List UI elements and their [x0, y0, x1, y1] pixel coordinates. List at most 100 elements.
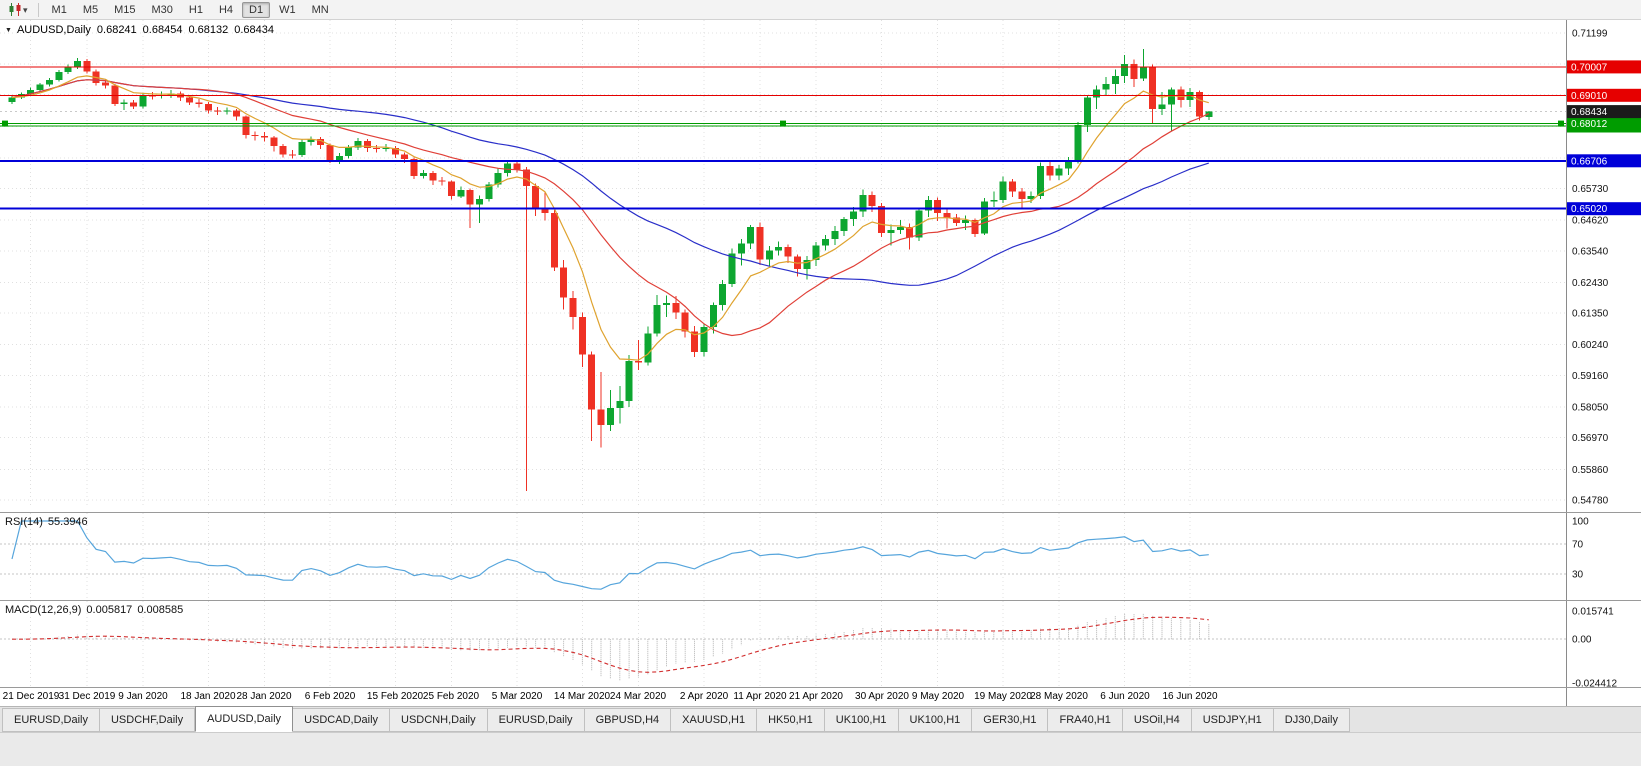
tab-gbpusd-h4[interactable]: GBPUSD,H4 — [584, 708, 672, 732]
svg-text:0.66706: 0.66706 — [1571, 156, 1608, 167]
chart-menu-arrow-icon[interactable]: ▼ — [5, 26, 12, 34]
tab-audusd-daily[interactable]: AUDUSD,Daily — [195, 706, 294, 732]
date-label: 24 Mar 2020 — [609, 691, 667, 702]
ma-line-slow — [11, 79, 1209, 286]
price-axis-label: 0.64620 — [1572, 216, 1609, 227]
date-label: 31 Dec 2019 — [58, 691, 116, 702]
price-axis-label: 0.60240 — [1572, 340, 1609, 351]
rsi-value: 55.3946 — [47, 516, 88, 528]
date-label: 21 Dec 2019 — [2, 691, 60, 702]
macd-canvas[interactable]: 0.015741 0.00 -0.024412 — [0, 601, 1641, 687]
price-axis-label: 0.61350 — [1572, 309, 1609, 320]
toolbar: ▾ M1 M5 M15 M30 H1 H4 D1 W1 MN — [0, 0, 1641, 20]
price-axis-label: 0.65730 — [1572, 184, 1609, 195]
macd-signal-value: 0.008585 — [137, 604, 184, 616]
date-label: 9 Jan 2020 — [118, 691, 168, 702]
tab-usdcad-daily[interactable]: USDCAD,Daily — [293, 708, 391, 732]
price-axis-label: 0.56970 — [1572, 433, 1609, 444]
timeframe-button-h4[interactable]: H4 — [218, 3, 234, 16]
price-badges: 0.700070.690100.679300.680120.667060.650… — [1567, 60, 1641, 216]
date-label: 6 Jun 2020 — [1100, 691, 1150, 702]
price-axis-label: 0.55860 — [1572, 465, 1609, 476]
ma-line-fast — [11, 75, 1209, 361]
main-chart-canvas[interactable]: 0.71199 0.65730 0.64620 0.63540 0.62430 0.613… — [0, 20, 1641, 512]
chart-tabs: EURUSD,Daily USDCHF,Daily AUDUSD,Daily USDC… — [0, 706, 1641, 732]
timeframe-button-w1[interactable]: W1 — [279, 3, 296, 16]
tab-fra40-h1[interactable]: FRA40,H1 — [1048, 708, 1123, 732]
main-chart-panel: 0.71199 0.65730 0.64620 0.63540 0.62430 0.613… — [0, 20, 1641, 512]
macd-signal-line — [12, 616, 1209, 673]
timeframe-button-m1[interactable]: M1 — [51, 3, 67, 16]
date-label: 25 Feb 2020 — [422, 691, 480, 702]
price-axis-label: 0.63540 — [1572, 246, 1609, 257]
tab-usdcnh-daily[interactable]: USDCNH,Daily — [390, 708, 488, 732]
price-axis-label: 0.62430 — [1572, 278, 1609, 289]
horizontal-line-objects[interactable] — [0, 66, 1566, 210]
rsi-axis-label: 100 — [1572, 517, 1589, 528]
date-label: 9 May 2020 — [911, 691, 965, 702]
price-axis-label: 0.71199 — [1572, 29, 1608, 40]
svg-text:0.68012: 0.68012 — [1571, 119, 1608, 130]
macd-axis-label: -0.024412 — [1572, 679, 1617, 688]
chevron-down-icon: ▾ — [23, 4, 28, 15]
timeframe-button-mn[interactable]: MN — [311, 3, 329, 16]
rsi-panel: 100 70 30 RSI(14) 55.3946 — [0, 512, 1641, 600]
macd-histogram — [20, 613, 1210, 681]
timeframe-button-m30[interactable]: M30 — [151, 3, 173, 16]
toolbar-separator — [37, 2, 39, 17]
chart-title: ▼ AUDUSD,Daily 0.68241 0.68454 0.68132 0… — [5, 24, 274, 36]
chart-type-button[interactable]: ▾ — [4, 1, 32, 18]
rsi-axis-label: 70 — [1572, 539, 1584, 550]
date-label: 11 Apr 2020 — [733, 691, 787, 702]
macd-axis-label: 0.015741 — [1572, 607, 1614, 618]
date-label: 14 Mar 2020 — [553, 691, 611, 702]
svg-text:0.68434: 0.68434 — [1571, 107, 1608, 118]
date-axis[interactable]: 21 Dec 2019 31 Dec 2019 9 Jan 2020 18 Jan 2… — [0, 687, 1641, 706]
tab-ger30-h1[interactable]: GER30,H1 — [972, 708, 1049, 732]
ohlc-close: 0.68434 — [234, 24, 274, 36]
timeframe-button-h1[interactable]: H1 — [188, 3, 203, 16]
rsi-line — [11, 520, 1209, 590]
tab-eurusd-daily[interactable]: EURUSD,Daily — [2, 708, 100, 732]
price-axis-border — [1566, 688, 1567, 706]
timeframe-buttons: M1 M5 M15 M30 H1 H4 D1 W1 MN — [45, 1, 336, 18]
rsi-axis-label: 30 — [1572, 570, 1584, 581]
rsi-canvas[interactable]: 100 70 30 — [0, 513, 1641, 600]
chart-symbol-period: AUDUSD,Daily — [16, 24, 91, 36]
macd-main-value: 0.005817 — [86, 604, 133, 616]
date-label: 28 May 2020 — [1030, 691, 1088, 702]
macd-axis-label: 0.00 — [1572, 635, 1592, 646]
date-label: 6 Feb 2020 — [304, 691, 356, 702]
date-label: 2 Apr 2020 — [679, 691, 729, 702]
date-label: 28 Jan 2020 — [236, 691, 292, 702]
svg-text:0.70007: 0.70007 — [1571, 62, 1608, 73]
date-label: 30 Apr 2020 — [855, 691, 909, 702]
tab-hk50-h1[interactable]: HK50,H1 — [757, 708, 825, 732]
timeframe-button-m15[interactable]: M15 — [114, 3, 136, 16]
svg-text:0.69010: 0.69010 — [1571, 91, 1608, 102]
tab-usoil-h4[interactable]: USOil,H4 — [1122, 708, 1192, 732]
tab-usdjpy-h1[interactable]: USDJPY,H1 — [1191, 708, 1274, 732]
tab-dj30-daily[interactable]: DJ30,Daily — [1273, 708, 1350, 732]
tab-uk100-h1[interactable]: UK100,H1 — [898, 708, 973, 732]
timeframe-button-m5[interactable]: M5 — [82, 3, 99, 16]
date-label: 16 Jun 2020 — [1162, 691, 1218, 702]
ohlc-high: 0.68454 — [142, 24, 183, 36]
tab-eurusd-daily[interactable]: EURUSD,Daily — [487, 708, 585, 732]
date-label: 21 Apr 2020 — [789, 691, 843, 702]
price-axis-label: 0.54780 — [1572, 496, 1609, 507]
price-axis-label: 0.59160 — [1572, 371, 1609, 382]
macd-label: MACD(12,26,9) 0.005817 0.008585 — [5, 604, 188, 616]
date-label: 15 Feb 2020 — [366, 691, 424, 702]
tab-uk100-h1[interactable]: UK100,H1 — [824, 708, 899, 732]
rsi-name: RSI(14) — [5, 516, 43, 528]
price-axis-label: 0.58050 — [1572, 403, 1609, 414]
candles — [8, 49, 1213, 491]
ma-line-mid — [11, 79, 1210, 337]
tab-xauusd-h1[interactable]: XAUUSD,H1 — [671, 708, 758, 732]
ohlc-low: 0.68132 — [188, 24, 229, 36]
tab-usdchf-daily[interactable]: USDCHF,Daily — [99, 708, 196, 732]
date-label: 19 May 2020 — [974, 691, 1032, 702]
timeframe-button-d1[interactable]: D1 — [242, 1, 271, 18]
